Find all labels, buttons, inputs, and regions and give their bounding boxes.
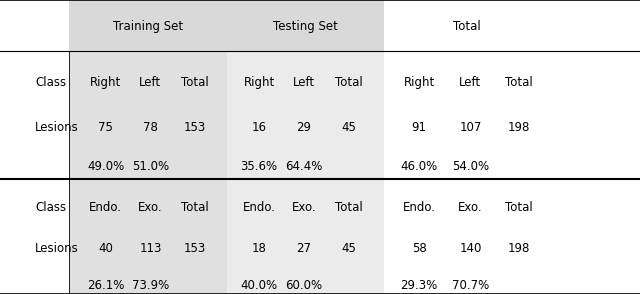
Text: 153: 153 xyxy=(184,242,206,255)
Bar xyxy=(69,51,227,294)
Text: 18: 18 xyxy=(252,242,267,255)
Text: 58: 58 xyxy=(412,242,427,255)
Text: Right: Right xyxy=(90,76,121,89)
Text: 45: 45 xyxy=(341,121,356,134)
Bar xyxy=(69,0,227,51)
Text: Total: Total xyxy=(181,201,209,214)
Text: Right: Right xyxy=(244,76,275,89)
Text: 27: 27 xyxy=(296,242,312,255)
Text: 29.3%: 29.3% xyxy=(401,279,438,292)
Bar xyxy=(227,0,384,51)
Text: Total: Total xyxy=(335,76,363,89)
Text: Testing Set: Testing Set xyxy=(273,20,339,33)
Text: Total: Total xyxy=(181,76,209,89)
Text: Left: Left xyxy=(460,76,481,89)
Text: Right: Right xyxy=(404,76,435,89)
Text: 78: 78 xyxy=(143,121,158,134)
Text: 70.7%: 70.7% xyxy=(452,279,489,292)
Text: Endo.: Endo. xyxy=(403,201,436,214)
Text: 60.0%: 60.0% xyxy=(285,279,323,292)
Text: 113: 113 xyxy=(140,242,161,255)
Text: Training Set: Training Set xyxy=(113,20,184,33)
Text: 73.9%: 73.9% xyxy=(132,279,169,292)
Text: 51.0%: 51.0% xyxy=(132,160,169,173)
Text: 64.4%: 64.4% xyxy=(285,160,323,173)
Text: 29: 29 xyxy=(296,121,312,134)
Text: Class: Class xyxy=(35,201,67,214)
Text: 198: 198 xyxy=(508,121,529,134)
Text: Class: Class xyxy=(35,76,67,89)
Text: 40.0%: 40.0% xyxy=(241,279,278,292)
Text: Total: Total xyxy=(453,20,481,33)
Text: Endo.: Endo. xyxy=(243,201,276,214)
Text: 75: 75 xyxy=(98,121,113,134)
Text: 26.1%: 26.1% xyxy=(87,279,124,292)
Text: 54.0%: 54.0% xyxy=(452,160,489,173)
Text: 45: 45 xyxy=(341,242,356,255)
Text: Lesions: Lesions xyxy=(35,242,79,255)
Text: 40: 40 xyxy=(98,242,113,255)
Text: Exo.: Exo. xyxy=(292,201,316,214)
Text: 35.6%: 35.6% xyxy=(241,160,278,173)
Text: 107: 107 xyxy=(460,121,481,134)
Text: Total: Total xyxy=(504,201,532,214)
Text: 153: 153 xyxy=(184,121,206,134)
Text: Left: Left xyxy=(140,76,161,89)
Text: 49.0%: 49.0% xyxy=(87,160,124,173)
Text: 46.0%: 46.0% xyxy=(401,160,438,173)
Bar xyxy=(227,51,384,294)
Text: Total: Total xyxy=(335,201,363,214)
Text: Exo.: Exo. xyxy=(458,201,483,214)
Text: 198: 198 xyxy=(508,242,529,255)
Text: Total: Total xyxy=(504,76,532,89)
Text: 91: 91 xyxy=(412,121,427,134)
Text: 140: 140 xyxy=(460,242,481,255)
Text: 16: 16 xyxy=(252,121,267,134)
Text: Exo.: Exo. xyxy=(138,201,163,214)
Text: Endo.: Endo. xyxy=(89,201,122,214)
Text: Left: Left xyxy=(293,76,315,89)
Text: Lesions: Lesions xyxy=(35,121,79,134)
